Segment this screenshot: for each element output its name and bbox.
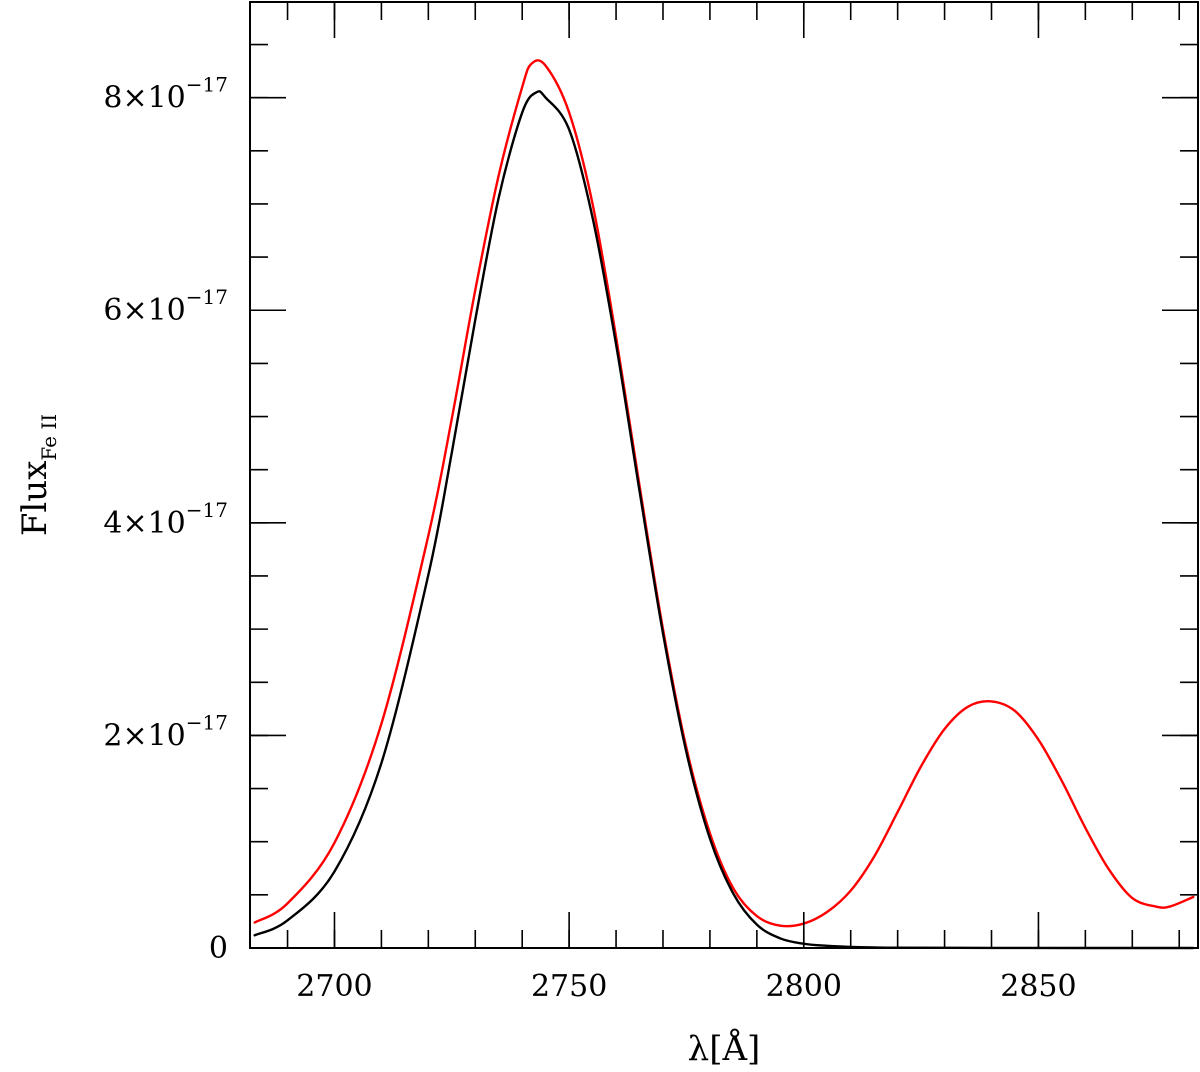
y-tick-label: 2×10−17: [103, 710, 228, 753]
y-tick-label: 0: [209, 931, 228, 966]
y-axis-title: FluxFe II: [15, 414, 61, 536]
x-tick-label: 2750: [531, 969, 607, 1004]
y-tick-exponent: −17: [186, 73, 228, 97]
y-tick-exponent: −17: [186, 285, 228, 309]
y-tick-mantissa: 0: [209, 931, 228, 966]
y-tick-exponent: −17: [186, 710, 228, 734]
labels-layer: 2700 2750 2800 285002×10−174×10−176×10−178×…: [103, 73, 1076, 1004]
y-tick-label: 6×10−17: [103, 285, 228, 328]
x-tick-label: 2850: [1000, 969, 1076, 1004]
y-tick-label: 8×10−17: [103, 73, 228, 116]
series-line-black: [253, 90, 1195, 950]
x-tick-label: 2800: [766, 969, 842, 1004]
ticks-layer: [250, 2, 1198, 949]
y-tick-mantissa: 4×10: [103, 506, 185, 541]
x-axis-title: λ[Å]: [688, 1028, 761, 1069]
y-tick-mantissa: 6×10: [103, 293, 185, 328]
plot-frame: [249, 1, 1199, 949]
series-line-red: [253, 59, 1195, 928]
y-tick-mantissa: 2×10: [103, 718, 185, 753]
y-tick-mantissa: 8×10: [103, 81, 185, 116]
y-tick-exponent: −17: [186, 498, 228, 522]
x-tick-label: 2700: [296, 969, 372, 1004]
series-layer: [253, 59, 1195, 950]
y-tick-label: 4×10−17: [103, 498, 228, 541]
y-axis-title-main: Flux: [15, 461, 55, 537]
y-axis-title-subscript: Fe II: [37, 414, 61, 461]
